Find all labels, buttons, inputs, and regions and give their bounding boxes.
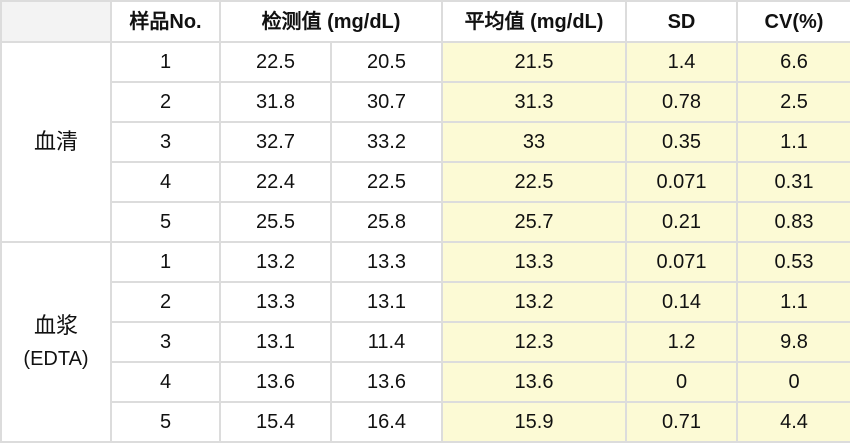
cell-sd: 0 — [625, 361, 738, 403]
cell-value-1: 31.8 — [219, 81, 332, 123]
cell-sample-no: 2 — [110, 81, 221, 123]
cell-cv: 2.5 — [736, 81, 850, 123]
cell-sd: 0.071 — [625, 161, 738, 203]
cell-cv: 4.4 — [736, 401, 850, 443]
cell-value-2: 13.6 — [330, 361, 443, 403]
cell-sd: 0.71 — [625, 401, 738, 443]
cell-sample-no: 5 — [110, 401, 221, 443]
cell-value-1: 13.1 — [219, 321, 332, 363]
cell-value-2: 16.4 — [330, 401, 443, 443]
cell-sd: 0.071 — [625, 241, 738, 283]
group-label-plasma-text: 血浆 — [33, 312, 78, 338]
cell-value-1: 13.3 — [219, 281, 332, 323]
cell-value-2: 33.2 — [330, 121, 443, 163]
group-label-edta-text: (EDTA) — [23, 348, 89, 371]
cell-sd: 0.14 — [625, 281, 738, 323]
cell-cv: 1.1 — [736, 281, 850, 323]
header-cv: CV(%) — [736, 0, 850, 43]
cell-value-2: 20.5 — [330, 41, 443, 83]
cell-mean: 12.3 — [441, 321, 627, 363]
cell-cv: 0.31 — [736, 161, 850, 203]
cell-cv: 0.83 — [736, 201, 850, 243]
table-row: 4 13.6 13.6 13.6 0 0 — [1, 361, 850, 403]
group-label-serum-text: 血清 — [33, 128, 78, 154]
cell-mean: 13.2 — [441, 281, 627, 323]
cell-mean: 15.9 — [441, 401, 627, 443]
table-header-row: 样品No. 检测值 (mg/dL) 平均值 (mg/dL) SD CV(%) — [0, 0, 850, 43]
cell-mean: 13.3 — [441, 241, 627, 283]
cell-value-1: 13.6 — [219, 361, 332, 403]
cell-mean: 31.3 — [441, 81, 627, 123]
cell-value-2: 13.1 — [330, 281, 443, 323]
cell-mean: 33 — [441, 121, 627, 163]
cell-mean: 21.5 — [441, 41, 627, 83]
cell-cv: 0.53 — [736, 241, 850, 283]
cell-cv: 9.8 — [736, 321, 850, 363]
cell-value-1: 25.5 — [219, 201, 332, 243]
cell-mean: 22.5 — [441, 161, 627, 203]
header-measured-value: 检测值 (mg/dL) — [219, 0, 443, 43]
cell-value-1: 32.7 — [219, 121, 332, 163]
table-row: 4 22.4 22.5 22.5 0.071 0.31 — [1, 161, 850, 203]
cell-value-1: 22.5 — [219, 41, 332, 83]
table-row: 2 13.3 13.1 13.2 0.14 1.1 — [1, 281, 850, 323]
cell-value-1: 15.4 — [219, 401, 332, 443]
table-row: 5 15.4 16.4 15.9 0.71 4.4 — [1, 401, 850, 443]
table-row: 血浆 (EDTA) 1 13.2 13.3 13.3 0.071 0.53 — [0, 241, 850, 443]
header-sd: SD — [625, 0, 738, 43]
table-row: 3 13.1 11.4 12.3 1.2 9.8 — [1, 321, 850, 363]
cell-sample-no: 4 — [110, 161, 221, 203]
cell-sample-no: 1 — [110, 241, 221, 283]
corner-cell — [0, 0, 112, 43]
cell-cv: 1.1 — [736, 121, 850, 163]
cell-sd: 0.78 — [625, 81, 738, 123]
group-label-serum: 血清 — [0, 41, 112, 243]
cell-sample-no: 4 — [110, 361, 221, 403]
cell-sample-no: 3 — [110, 321, 221, 363]
table-row: 2 31.8 30.7 31.3 0.78 2.5 — [1, 81, 850, 123]
cell-sd: 1.2 — [625, 321, 738, 363]
group-label-plasma-edta: 血浆 (EDTA) — [0, 241, 112, 443]
cell-value-2: 25.8 — [330, 201, 443, 243]
cell-value-2: 13.3 — [330, 241, 443, 283]
cell-mean: 25.7 — [441, 201, 627, 243]
cell-value-2: 30.7 — [330, 81, 443, 123]
cell-sample-no: 2 — [110, 281, 221, 323]
table-row: 血清 1 22.5 20.5 21.5 1.4 6.6 — [0, 41, 850, 243]
cell-value-2: 22.5 — [330, 161, 443, 203]
cell-sd: 0.21 — [625, 201, 738, 243]
cell-sample-no: 1 — [110, 41, 221, 83]
table-row: 5 25.5 25.8 25.7 0.21 0.83 — [1, 201, 850, 243]
cell-value-1: 13.2 — [219, 241, 332, 283]
cell-value-1: 22.4 — [219, 161, 332, 203]
cell-cv: 6.6 — [736, 41, 850, 83]
cell-sample-no: 5 — [110, 201, 221, 243]
cell-sample-no: 3 — [110, 121, 221, 163]
cell-value-2: 11.4 — [330, 321, 443, 363]
cell-mean: 13.6 — [441, 361, 627, 403]
cell-cv: 0 — [736, 361, 850, 403]
cell-sd: 1.4 — [625, 41, 738, 83]
cell-sd: 0.35 — [625, 121, 738, 163]
table-row: 3 32.7 33.2 33 0.35 1.1 — [1, 121, 850, 163]
header-sample-no: 样品No. — [110, 0, 221, 43]
header-mean-value: 平均值 (mg/dL) — [441, 0, 627, 43]
